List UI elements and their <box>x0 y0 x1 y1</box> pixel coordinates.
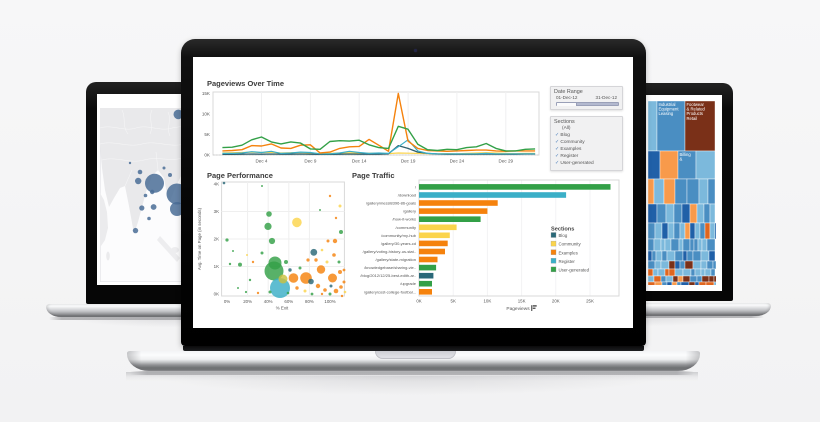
svg-text:80%: 80% <box>305 299 314 304</box>
svg-text:& Related: & Related <box>687 106 706 111</box>
svg-text:/gallery/30-years-cd: /gallery/30-years-cd <box>381 241 416 246</box>
svg-text:Equipment: Equipment <box>659 106 680 111</box>
svg-text:/gallery/voting-history-us-sta: /gallery/voting-history-us-stat.. <box>363 249 416 254</box>
svg-text:40%: 40% <box>264 299 273 304</box>
svg-text:0K: 0K <box>416 299 421 304</box>
svg-text:User-generated: User-generated <box>559 268 590 273</box>
svg-text:Leasing: Leasing <box>659 111 674 116</box>
svg-text:Dec 9: Dec 9 <box>304 159 316 164</box>
svg-text:15K: 15K <box>518 299 526 304</box>
svg-text:/: / <box>415 184 417 189</box>
svg-text:10K: 10K <box>202 112 211 117</box>
svg-text:Register: Register <box>559 259 576 264</box>
svg-text:2K: 2K <box>214 237 219 242</box>
svg-text:Dec 14: Dec 14 <box>352 159 367 164</box>
svg-text:/community/my-hub: /community/my-hub <box>381 233 417 238</box>
svg-text:Dec 19: Dec 19 <box>401 159 416 164</box>
svg-text:100%: 100% <box>324 299 335 304</box>
svg-text:Footwear: Footwear <box>687 102 705 107</box>
svg-text:/download: /download <box>398 193 416 198</box>
svg-text:/gallery/cost-college-footbal.: /gallery/cost-college-footbal... <box>364 289 416 294</box>
svg-text:Retail: Retail <box>687 115 698 120</box>
svg-text:20%: 20% <box>243 299 252 304</box>
svg-text:/gallery/messi8396-86-goals: /gallery/messi8396-86-goals <box>366 201 416 206</box>
svg-text:1K: 1K <box>214 264 219 269</box>
svg-text:Community: Community <box>559 242 582 247</box>
svg-text:Examples: Examples <box>559 250 579 255</box>
svg-text:/how-it-works: /how-it-works <box>392 217 416 222</box>
svg-text:/blog/2012/12/25-best-edith-ar: /blog/2012/12/25-best-edith-ar.. <box>360 273 416 278</box>
svg-text:Dec 4: Dec 4 <box>255 159 267 164</box>
svg-text:4K: 4K <box>214 182 219 187</box>
svg-text:/upgrade: /upgrade <box>400 281 417 286</box>
svg-text:Avg. Time on Page (in seconds): Avg. Time on Page (in seconds) <box>197 207 202 270</box>
svg-text:&: & <box>680 156 683 161</box>
svg-text:20K: 20K <box>552 299 560 304</box>
svg-text:0%: 0% <box>224 299 230 304</box>
svg-text:Products: Products <box>687 111 704 116</box>
svg-text:Pageviews: Pageviews <box>506 306 530 312</box>
svg-text:/community: /community <box>396 225 416 230</box>
svg-text:/knowledgebase/sharing-vie..: /knowledgebase/sharing-vie.. <box>364 265 416 270</box>
svg-text:Sections: Sections <box>551 227 574 233</box>
svg-text:0K: 0K <box>204 153 211 158</box>
svg-text:/gallery/state-migration: /gallery/state-migration <box>376 257 416 262</box>
svg-text:Dec 29: Dec 29 <box>499 159 514 164</box>
svg-text:Billing: Billing <box>680 152 692 157</box>
svg-text:% Exit: % Exit <box>276 306 289 311</box>
svg-text:Dec 24: Dec 24 <box>450 159 465 164</box>
svg-text:Blog: Blog <box>559 233 568 238</box>
svg-text:25K: 25K <box>586 299 594 304</box>
svg-text:5K: 5K <box>451 299 456 304</box>
svg-text:Industrial: Industrial <box>659 102 676 107</box>
svg-text:/gallery: /gallery <box>403 209 416 214</box>
svg-text:3K: 3K <box>214 209 219 214</box>
svg-text:5K: 5K <box>204 132 211 137</box>
svg-text:0K: 0K <box>214 292 219 297</box>
svg-text:60%: 60% <box>284 299 293 304</box>
svg-text:10K: 10K <box>483 299 491 304</box>
svg-text:15K: 15K <box>202 91 211 96</box>
